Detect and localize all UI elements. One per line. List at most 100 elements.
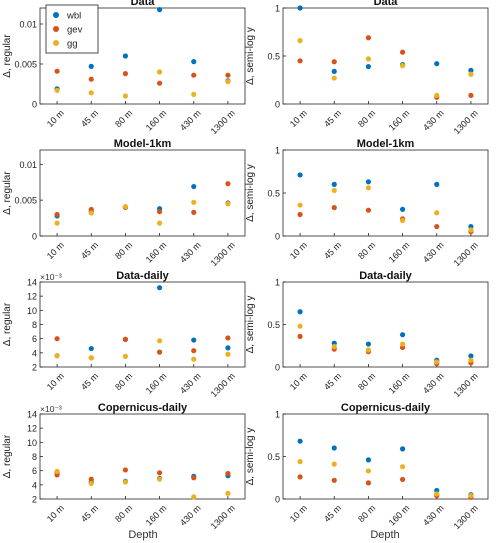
plot-area: [282, 281, 489, 368]
x-tick-label: 80 m: [113, 108, 134, 129]
x-axis-label-right: Depth: [370, 529, 399, 541]
x-tick-label: 430 m: [421, 240, 446, 265]
y-tick-label: 0: [275, 232, 280, 242]
x-tick-label: 45 m: [79, 240, 100, 261]
x-tick-label: 10 m: [45, 371, 66, 392]
chart-title: Data: [131, 0, 156, 8]
x-tick-label: 10 m: [288, 108, 309, 129]
data-point-wbl: [88, 345, 94, 352]
data-point-gev: [54, 211, 60, 218]
data-point-wbl: [88, 63, 94, 69]
chart-title: Copernicus-daily: [98, 402, 188, 414]
data-point-gg: [365, 468, 372, 474]
x-tick-label: 1300 m: [209, 108, 237, 136]
y-axis-label: Δ, regular: [2, 302, 13, 346]
x-tick-label: 45 m: [322, 108, 343, 129]
data-point-gg: [54, 220, 60, 226]
y-tick-label: 14: [27, 278, 37, 288]
data-point-wbl: [468, 67, 474, 73]
data-point-gev: [156, 80, 163, 86]
legend-marker-gg: [53, 40, 59, 46]
x-tick-label: 45 m: [79, 371, 100, 392]
panel-2: Data Δ, semi-log y 0 0.5 1 10 m 45 m 80 m 160 m 4…: [245, 0, 489, 136]
data-point-gg: [365, 185, 372, 191]
data-point-gev: [88, 476, 94, 482]
plot-area: [39, 413, 246, 500]
x-tick-label: 45 m: [322, 371, 343, 392]
legend-label-gg: gg: [67, 39, 78, 50]
data-point-gev: [225, 181, 231, 187]
data-point-gg: [468, 227, 474, 233]
data-point-gev: [365, 480, 372, 486]
x-tick-label: 45 m: [79, 503, 100, 524]
data-point-gev: [156, 349, 163, 355]
y-tick-label: 0: [275, 363, 280, 373]
data-point-gg: [225, 351, 231, 357]
y-tick-label: 1: [275, 410, 280, 420]
data-point-gev: [225, 335, 231, 341]
data-point-gev: [191, 475, 197, 481]
data-point-gg: [434, 491, 440, 497]
data-point-gg: [468, 493, 474, 499]
data-point-gev: [331, 477, 337, 483]
data-point-wbl: [156, 285, 163, 291]
data-point-gg: [399, 341, 406, 347]
x-tick-label: 10 m: [288, 503, 309, 524]
y-axis-label: Δ, semi-log y: [245, 428, 256, 486]
x-tick-label: 160 m: [387, 371, 412, 396]
plot-area: [282, 149, 489, 237]
data-point-gg: [468, 71, 474, 77]
data-point-gev: [365, 207, 372, 213]
chart-title: Data: [374, 0, 399, 8]
legend-label-gev: gev: [67, 25, 83, 36]
data-point-wbl: [297, 5, 303, 11]
y-tick-label: 4: [32, 348, 37, 358]
data-point-wbl: [122, 53, 129, 59]
y-tick-label: 8: [32, 452, 37, 462]
data-point-wbl: [297, 309, 303, 315]
data-point-wbl: [468, 353, 474, 359]
panel-8: Copernicus-daily Δ, semi-log y 0 0.5 1 10 m 45…: [245, 402, 489, 531]
x-tick-label: 80 m: [113, 240, 134, 261]
data-point-gev: [225, 470, 231, 477]
data-point-gg: [225, 201, 231, 207]
data-point-gev: [191, 72, 197, 78]
data-point-gev: [297, 333, 303, 339]
data-point-gg: [156, 338, 163, 344]
data-point-gev: [88, 76, 94, 82]
x-tick-label: 160 m: [144, 108, 169, 133]
data-point-wbl: [434, 61, 440, 67]
panels: Data Δ, regular 0 0.005 0.01 10 m 45 m 80 m 160 …: [2, 0, 489, 531]
panel-6: Data-daily Δ, semi-log y 0 0.5 1 10 m 45 m 80 m…: [245, 270, 489, 399]
data-point-gev: [225, 72, 231, 78]
x-tick-label: 10 m: [45, 240, 66, 261]
data-point-gg: [399, 464, 406, 470]
data-point-gev: [122, 467, 129, 473]
data-point-gev: [297, 474, 303, 480]
plot-area: [282, 413, 489, 500]
data-point-wbl: [434, 181, 440, 187]
y-tick-label: 8: [32, 320, 37, 330]
data-point-gev: [54, 336, 60, 342]
y-tick-label: 2: [32, 363, 37, 373]
data-point-gev: [122, 71, 129, 77]
plot-area: [39, 149, 246, 237]
data-point-gg: [468, 357, 474, 363]
data-point-gg: [331, 461, 337, 467]
data-point-gg: [225, 490, 231, 496]
y-axis-label: Δ, regular: [2, 171, 13, 215]
y-tick-label: 1: [275, 4, 280, 14]
y-tick-label: 0.01: [19, 20, 37, 30]
x-tick-label: 1300 m: [452, 108, 480, 136]
y-tick-label: 0.5: [267, 52, 280, 62]
data-point-gev: [122, 336, 129, 342]
y-tick-label: 0.01: [19, 160, 37, 170]
x-tick-label: 430 m: [178, 108, 203, 133]
data-point-gg: [122, 204, 129, 210]
data-point-wbl: [225, 345, 231, 351]
y-tick-label: 0.005: [14, 196, 37, 206]
data-point-gg: [225, 79, 231, 85]
data-point-gg: [156, 69, 163, 75]
x-tick-label: 45 m: [322, 503, 343, 524]
x-tick-label: 160 m: [387, 240, 412, 265]
